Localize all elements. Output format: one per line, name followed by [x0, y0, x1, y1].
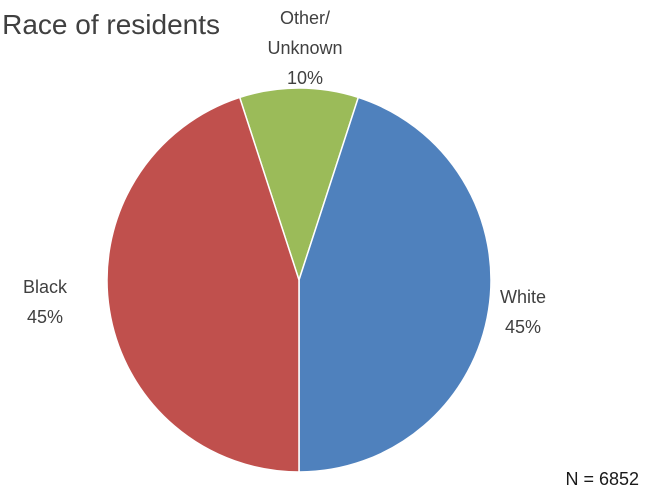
slice-label-black-name: Black [22, 277, 67, 297]
slice-value-white: 45% [504, 317, 542, 337]
slice-label-white-name: White [499, 287, 546, 307]
sample-size-note: N = 6852 [565, 469, 639, 489]
slice-label-white: White 45% [478, 282, 568, 342]
slice-label-other-unknown: Other/ Unknown 10% [250, 3, 360, 93]
slice-value-black: 45% [26, 307, 64, 327]
slice-value-other-unknown: 10% [286, 68, 324, 88]
slice-label-other-line1: Other/ [279, 8, 331, 28]
slice-label-other-line2: Unknown [267, 38, 343, 58]
pie-slice-other-unknown [238, 87, 360, 283]
slice-label-black: Black 45% [0, 272, 90, 332]
pie-slice-black [106, 96, 300, 473]
chart-title: Race of residents [2, 9, 220, 40]
pie-slice-white [298, 96, 492, 473]
